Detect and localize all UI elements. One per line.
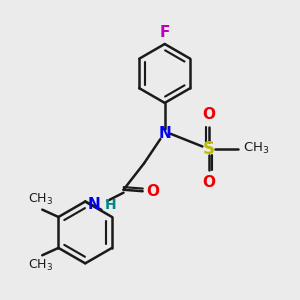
Text: F: F	[160, 26, 170, 40]
Text: O: O	[146, 184, 159, 199]
Text: N: N	[88, 197, 100, 212]
Text: O: O	[202, 107, 215, 122]
Text: O: O	[202, 175, 215, 190]
Text: CH$_3$: CH$_3$	[28, 192, 53, 207]
Text: S: S	[203, 140, 215, 158]
Text: N: N	[158, 126, 171, 141]
Text: CH$_3$: CH$_3$	[28, 258, 53, 273]
Text: H: H	[104, 198, 116, 212]
Text: CH$_3$: CH$_3$	[243, 141, 269, 156]
